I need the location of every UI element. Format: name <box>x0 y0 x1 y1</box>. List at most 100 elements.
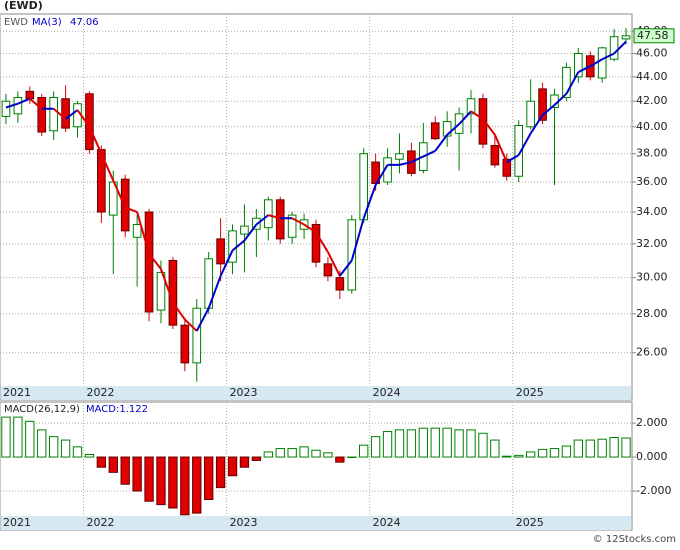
macd-bar <box>490 439 500 458</box>
macd-bar <box>180 456 190 516</box>
ma-line <box>470 110 484 120</box>
price-tag-label: 47.58 <box>637 29 669 42</box>
ma-line <box>458 110 472 125</box>
ma-line <box>5 102 19 109</box>
macd-bar <box>382 431 393 458</box>
ma-line <box>434 134 448 152</box>
candle-body <box>621 35 631 40</box>
y-tick-label: 34.00 <box>636 205 668 218</box>
ma-line <box>231 239 246 252</box>
y-tick-label: 40.00 <box>636 120 668 133</box>
ma-line <box>207 275 222 309</box>
candle-body <box>275 199 285 240</box>
macd-bar <box>478 432 488 458</box>
y-tick-label: 32.00 <box>636 237 668 250</box>
y-tick-label: 46.00 <box>636 47 668 60</box>
candle-body <box>240 225 249 235</box>
macd-bar <box>25 420 35 458</box>
ma-line <box>601 52 615 61</box>
candle-body <box>25 90 35 100</box>
candle-body <box>597 47 607 79</box>
x-tick-label: 2021 <box>3 386 31 399</box>
candle-body <box>287 214 297 238</box>
ma-line <box>291 217 305 226</box>
ma-line <box>243 223 258 242</box>
candle-body <box>144 211 154 313</box>
ma-line <box>506 154 520 163</box>
candle-body <box>311 224 321 263</box>
candle-body <box>61 98 70 129</box>
candle-body <box>574 53 583 78</box>
macd-bar <box>215 456 226 489</box>
date-strip <box>1 386 631 400</box>
ma-line <box>100 153 115 182</box>
candle-body <box>514 124 524 177</box>
candle-body <box>478 98 488 145</box>
y-tick-label: 0.000 <box>636 450 668 463</box>
macd-bar <box>239 456 250 468</box>
macd-bar <box>549 448 560 458</box>
ma-line <box>339 259 353 277</box>
macd-bar <box>442 427 452 458</box>
ma-line <box>482 118 496 136</box>
macd-bar <box>454 429 464 458</box>
candle-body <box>335 277 345 291</box>
ma-line <box>541 104 556 116</box>
ma-line <box>446 123 460 136</box>
x-tick-label: 2024 <box>373 516 401 529</box>
ma-line <box>195 307 210 332</box>
x-tick-label: 2022 <box>86 386 114 399</box>
macd-bar <box>108 456 118 473</box>
macd-bar <box>144 456 154 502</box>
macd-bar <box>394 429 405 458</box>
ma-line <box>172 302 186 321</box>
macd-bar <box>37 429 47 458</box>
y-tick-label: 38.00 <box>636 147 668 160</box>
ma-line <box>315 231 329 253</box>
x-tick-label: 2025 <box>516 386 544 399</box>
ma-line <box>350 217 365 261</box>
y-tick-label: 42.00 <box>636 94 668 107</box>
price-panel <box>0 13 633 401</box>
ma-line <box>362 184 377 219</box>
ma-line <box>255 214 269 226</box>
x-tick-label: 2022 <box>86 516 114 529</box>
ma-line <box>553 93 568 106</box>
macd-bar <box>275 448 285 458</box>
macd-bar <box>609 437 619 458</box>
candle-body <box>562 66 571 98</box>
y-tick-label: 30.00 <box>636 271 668 284</box>
macd-bar <box>323 452 333 458</box>
candle-body <box>97 149 106 213</box>
macd-bar <box>335 456 345 463</box>
macd-title: MACD(26,12,9) <box>4 404 80 415</box>
macd-value: MACD:1.122 <box>86 404 148 415</box>
y-tick-label: 26.00 <box>636 346 668 359</box>
macd-bar <box>514 454 524 458</box>
macd-bar <box>60 439 71 458</box>
candle-body <box>263 199 273 229</box>
ma-line <box>399 161 412 166</box>
y-tick-label: 44.00 <box>636 70 668 83</box>
candle-body <box>180 324 190 364</box>
date-strip <box>1 516 631 530</box>
macd-bar <box>84 453 95 458</box>
y-tick-label: 28.00 <box>636 307 668 320</box>
macd-bar <box>347 456 357 459</box>
ma-line <box>374 164 389 186</box>
ma-line <box>219 249 234 277</box>
macd-bar <box>263 451 273 458</box>
macd-bar <box>251 456 262 461</box>
ma-line <box>529 114 544 134</box>
ma-line <box>517 132 532 156</box>
macd-bar <box>48 436 59 458</box>
ma-line <box>613 40 627 55</box>
macd-bar <box>192 456 202 514</box>
x-tick-label: 2023 <box>230 386 258 399</box>
macd-bar <box>1 416 11 458</box>
candle-body <box>395 153 404 160</box>
ma-line <box>422 150 436 158</box>
macd-bar <box>311 449 321 458</box>
